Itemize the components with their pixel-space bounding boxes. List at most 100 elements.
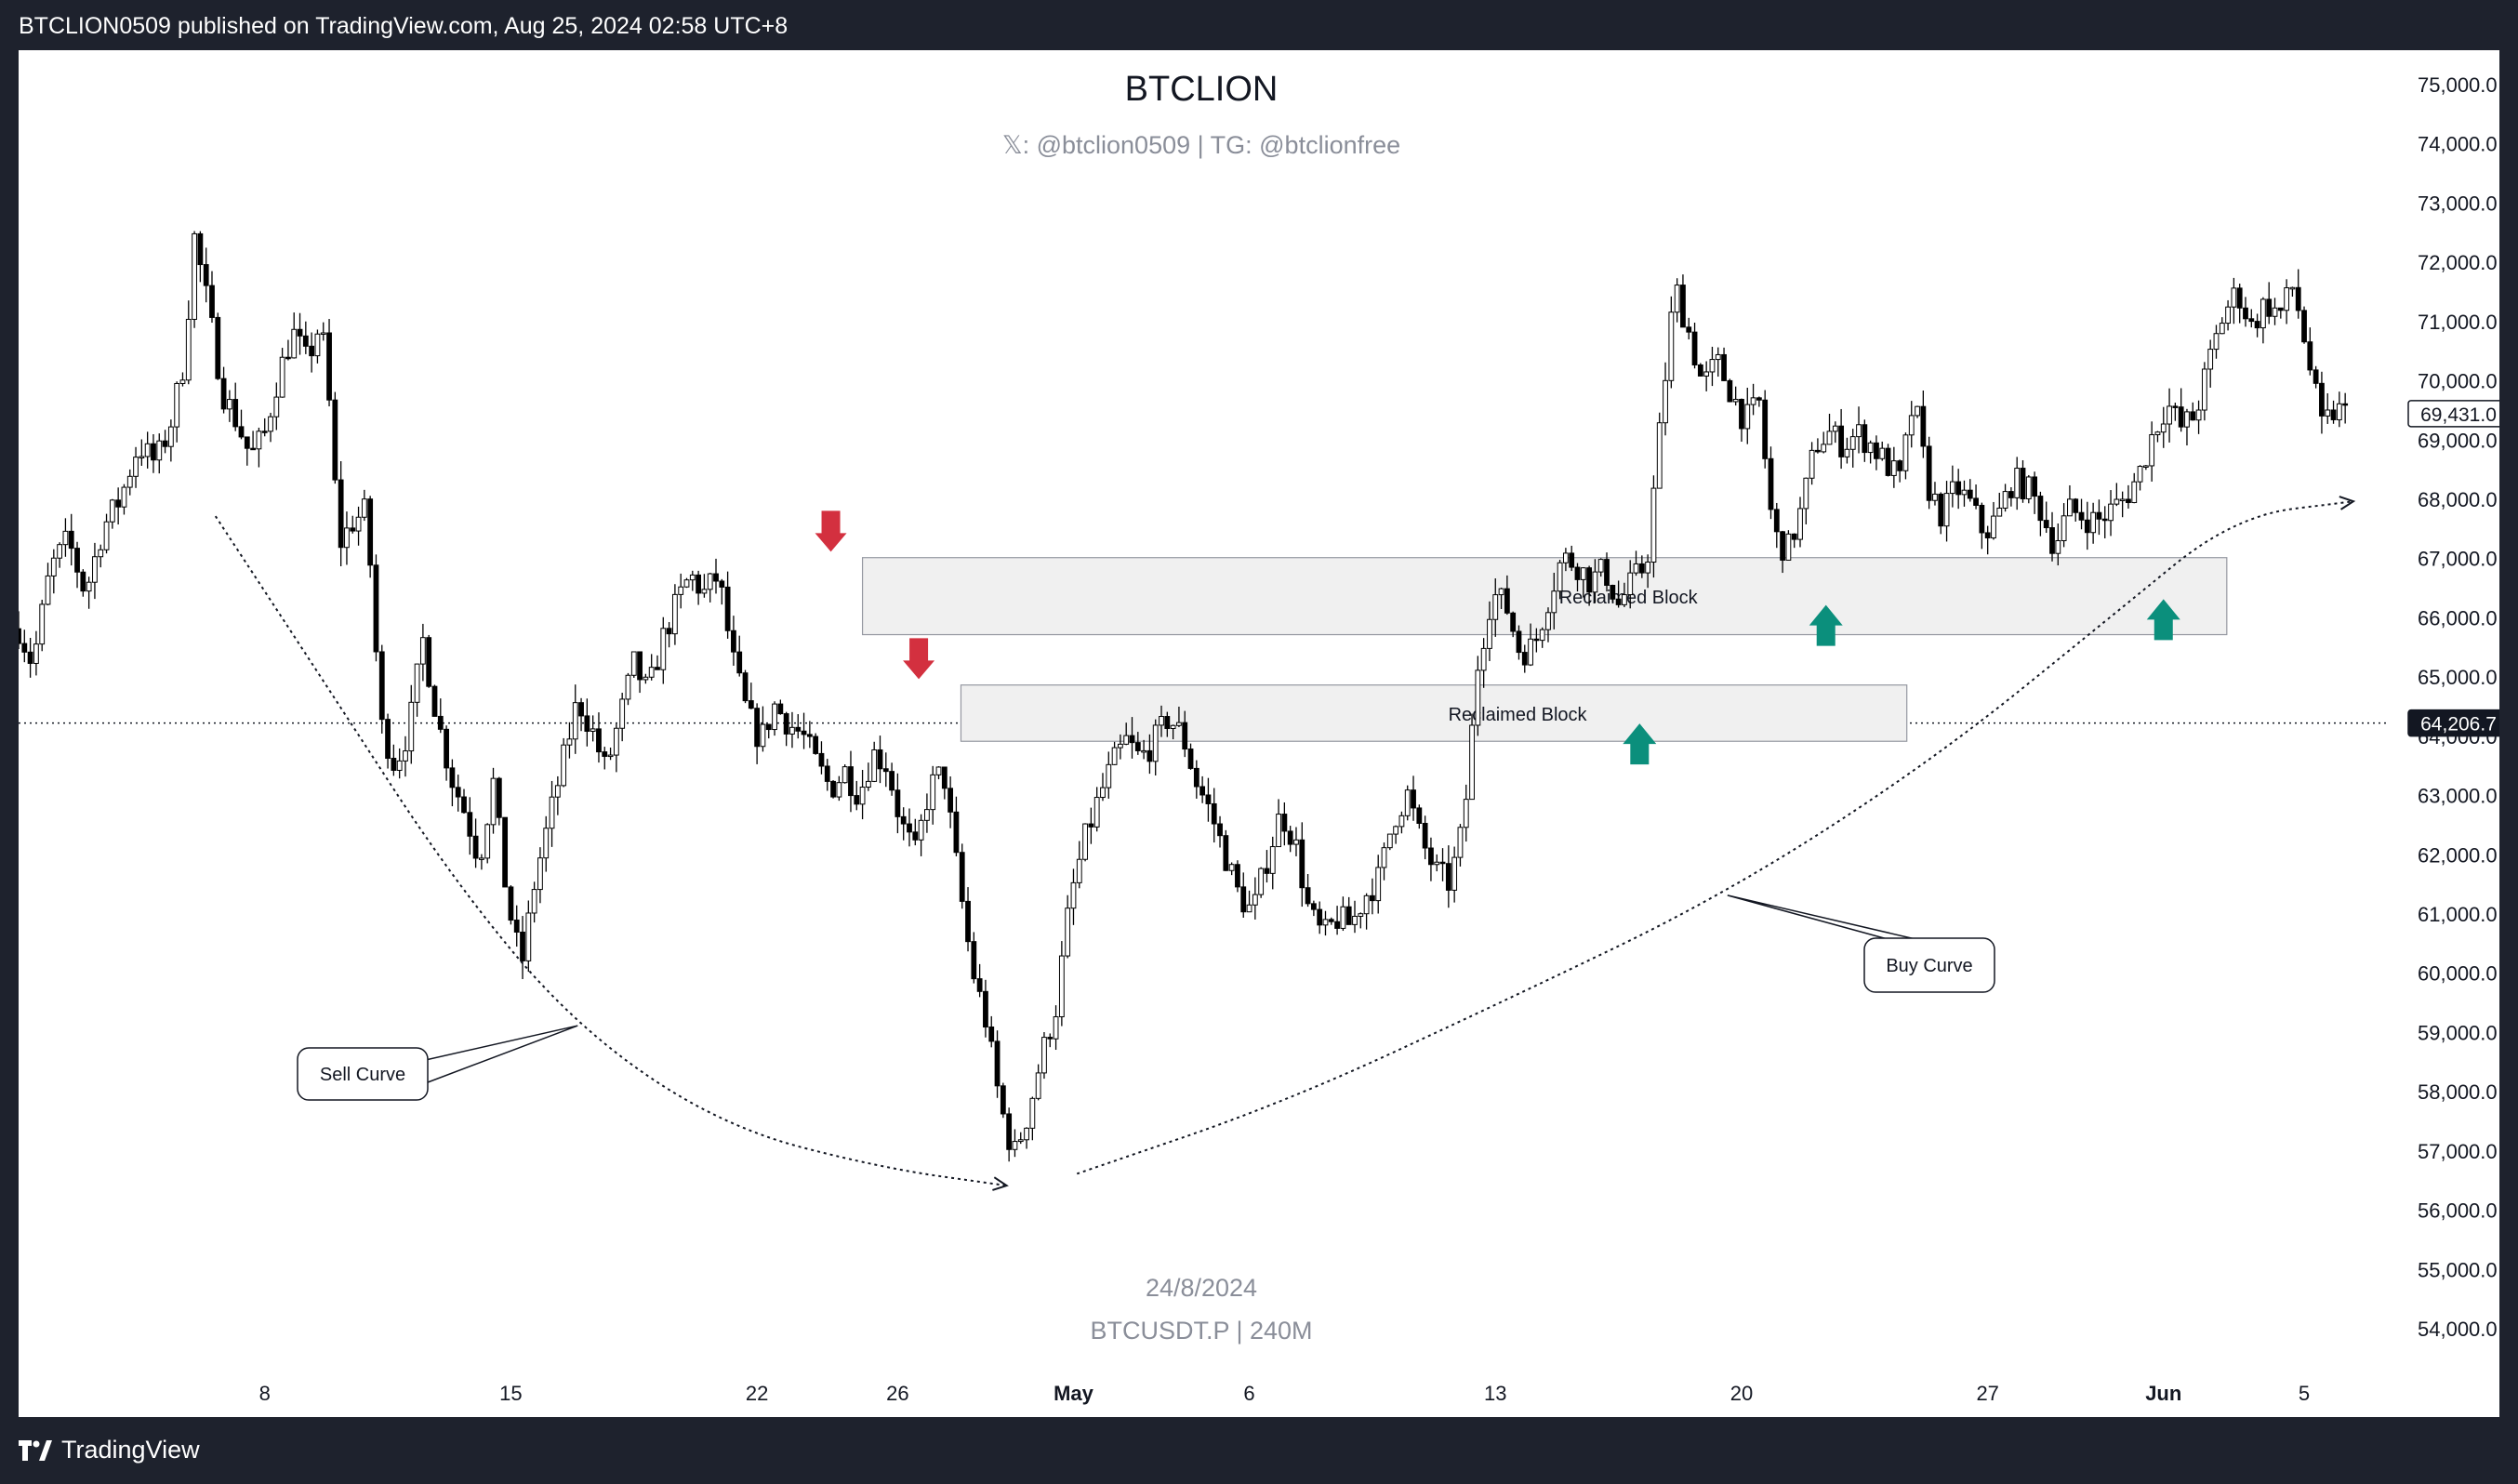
candle (1908, 401, 1915, 448)
candle (578, 697, 584, 732)
candle (1996, 492, 2003, 517)
candle (1821, 431, 1827, 454)
candle (683, 577, 690, 589)
candle (1457, 824, 1464, 867)
candle (332, 391, 338, 484)
candle (226, 390, 232, 422)
chart-title: BTCLION (1125, 70, 1279, 109)
tradingview-brand[interactable]: TradingView (19, 1436, 200, 1464)
candle (1370, 878, 1375, 915)
candle (1123, 722, 1130, 746)
candle (1915, 405, 1920, 418)
reclaimed-block[interactable]: Reclaimed Block (861, 557, 2228, 636)
time-tick-label: 5 (2299, 1382, 2310, 1405)
candle (1047, 1033, 1054, 1048)
candle (1146, 734, 1153, 775)
candle (848, 750, 854, 813)
candle (1615, 580, 1622, 608)
candle (1750, 383, 1756, 416)
chart-panel[interactable]: Reclaimed Block Reclaimed Block Sell Curv… (16, 50, 2510, 1417)
candle (320, 322, 326, 341)
candle (1393, 825, 1399, 844)
candle (1557, 560, 1563, 600)
candle (1352, 900, 1358, 934)
candle (273, 382, 280, 431)
candle (2178, 388, 2184, 432)
candle (1703, 361, 1710, 391)
candle (1152, 719, 1159, 775)
candle (783, 711, 789, 747)
sell-curve[interactable] (214, 515, 1009, 1191)
candle (1539, 627, 1545, 648)
buy-curve[interactable] (1076, 496, 2356, 1175)
candlestick-chart[interactable]: Reclaimed Block Reclaimed Block Sell Curv… (16, 50, 2510, 1417)
candle (895, 773, 901, 834)
candle (2295, 269, 2301, 319)
candle (1949, 465, 1955, 508)
candle (1638, 555, 1645, 578)
price-tick-label: 69,000.0 (2418, 429, 2498, 452)
candle (1697, 363, 1703, 377)
candle (378, 644, 385, 734)
candle (877, 735, 883, 784)
candle (373, 554, 379, 662)
candle (2319, 371, 2325, 434)
time-tick-label: May (1054, 1382, 1094, 1405)
candle (983, 979, 988, 1038)
candle (1879, 441, 1886, 461)
candle (619, 693, 626, 742)
candle (1293, 827, 1299, 856)
candle (1832, 421, 1838, 444)
time-axis: 8 15 22 26 May 6 13 20 27 Jun 5 (259, 1382, 2311, 1405)
candle (1386, 833, 1393, 851)
candle (1656, 412, 1663, 489)
price-tick-label: 54,000.0 (2418, 1318, 2498, 1341)
candle (467, 797, 473, 855)
candle (1328, 917, 1334, 925)
candle (2114, 483, 2120, 507)
sell-curve-callout[interactable]: Sell Curve (297, 1025, 578, 1101)
candle (1006, 1107, 1013, 1162)
candle (584, 698, 590, 747)
candle (57, 542, 63, 568)
candle (1562, 548, 1569, 572)
candle (988, 1015, 995, 1048)
reclaimed-block[interactable]: Reclaimed Block (960, 684, 1908, 742)
candle (250, 431, 257, 451)
candle (2131, 472, 2138, 504)
candle (1029, 1096, 1036, 1141)
candle (1867, 440, 1874, 464)
candle (678, 573, 684, 609)
candle (549, 780, 555, 847)
candle (1305, 873, 1311, 908)
candle (2190, 402, 2196, 421)
candle (1849, 429, 1856, 468)
candle (648, 654, 655, 681)
candle (33, 630, 39, 676)
candle (403, 735, 408, 777)
candle (1100, 773, 1106, 802)
candle (461, 788, 467, 815)
curve-annotations (214, 496, 2356, 1191)
candle (502, 816, 509, 888)
candle (279, 348, 285, 398)
candle (1088, 807, 1094, 844)
candle (1955, 469, 1962, 510)
buy-curve-callout[interactable]: Buy Curve (1727, 894, 1995, 993)
candle (1844, 437, 1850, 464)
curve-arrowhead-icon (2339, 496, 2356, 510)
candle (1228, 862, 1235, 876)
candle (1862, 419, 1868, 462)
buy-signal-arrow-icon (1623, 723, 1657, 765)
candle (2055, 523, 2061, 566)
candle (1498, 588, 1504, 609)
candle (2096, 499, 2102, 536)
candle (1721, 347, 1727, 382)
candle (62, 518, 69, 557)
candle (1439, 848, 1446, 881)
candle (1223, 829, 1229, 871)
candle (1176, 706, 1182, 728)
candle (1809, 442, 1815, 485)
candle (859, 770, 866, 820)
candle (92, 542, 98, 600)
